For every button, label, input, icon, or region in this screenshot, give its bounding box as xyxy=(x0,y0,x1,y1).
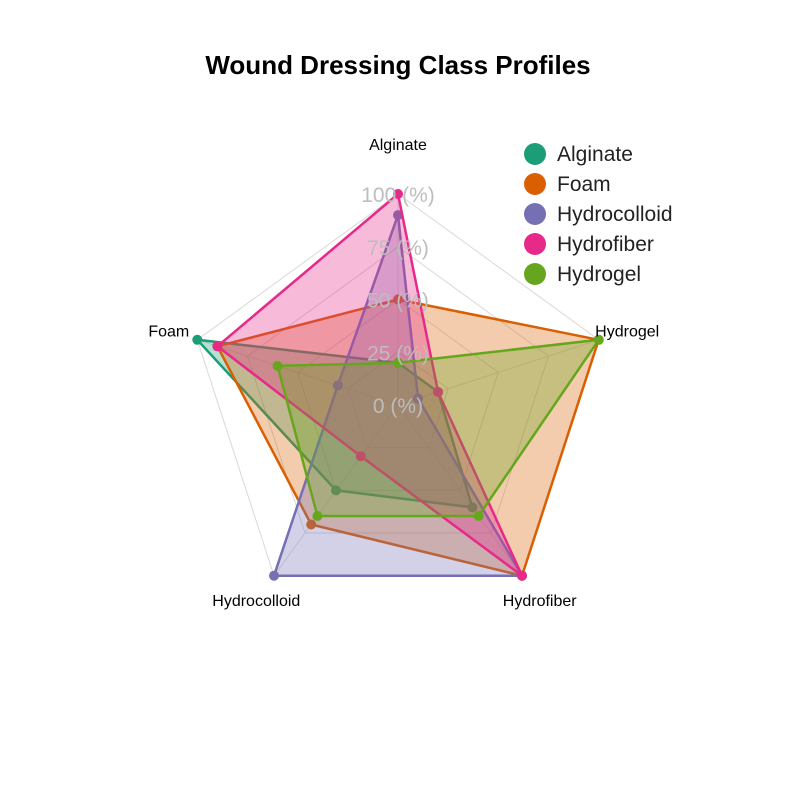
series-area-hydrocolloid xyxy=(272,213,524,577)
grid-label: 50 (%) xyxy=(367,290,429,313)
grid-spoke xyxy=(397,404,523,576)
legend-swatch-foam xyxy=(524,173,546,195)
data-point-alginate-hydrocolloid xyxy=(331,485,341,496)
data-point-hydrofiber-alginate xyxy=(393,189,403,199)
data-point-alginate-foam xyxy=(192,334,203,345)
data-point-hydrofiber-foam xyxy=(212,341,223,352)
legend-label-hydrofiber: Hydrofiber xyxy=(557,233,654,256)
data-point-hydrofiber-hydrocolloid xyxy=(355,451,366,462)
data-point-alginate-hydrofiber xyxy=(467,502,478,513)
grid-label: 75 (%) xyxy=(367,237,429,260)
data-point-foam-hydrocolloid xyxy=(306,519,317,530)
radar-axis-labels: Alginate Hydrogel Hydrofiber Hydrocolloid Fo… xyxy=(148,137,659,610)
axis-label-hydrogel: Hydrogel xyxy=(595,324,659,341)
axis-label-alginate: Alginate xyxy=(369,137,427,154)
data-point-foam-alginate xyxy=(393,294,403,305)
grid-spoke xyxy=(397,339,599,406)
grid-ring xyxy=(347,351,449,449)
series-area-hydrogel xyxy=(276,338,600,518)
radar-series xyxy=(192,189,604,581)
data-point-hydrogel-hydrocolloid xyxy=(312,511,323,521)
data-point-hydrocolloid-hydrocolloid xyxy=(269,570,279,581)
chart-title: Wound Dressing Class Profiles xyxy=(205,50,590,80)
legend-swatch-hydrocolloid xyxy=(524,203,546,225)
data-point-hydrogel-foam xyxy=(272,360,283,371)
grid-label: 25 (%) xyxy=(367,342,429,365)
legend-swatch-hydrofiber xyxy=(524,233,546,255)
axis-label-foam: Foam xyxy=(148,324,189,341)
legend-label-hydrogel: Hydrogel xyxy=(557,263,641,286)
grid-label: 100 (%) xyxy=(361,184,435,207)
legend-swatch-alginate xyxy=(524,143,546,165)
data-point-hydrofiber-hydrogel xyxy=(433,387,444,397)
data-point-hydrogel-hydrofiber xyxy=(473,511,484,521)
grid-spoke xyxy=(197,339,399,406)
data-point-hydrogel-alginate xyxy=(393,357,403,368)
data-point-hydrocolloid-foam xyxy=(332,380,343,391)
axis-label-hydrocolloid: Hydrocolloid xyxy=(212,593,300,610)
data-point-hydrofiber-hydrofiber xyxy=(517,570,527,581)
legend-label-foam: Foam xyxy=(557,173,611,196)
legend-label-alginate: Alginate xyxy=(557,143,633,166)
series-area-foam xyxy=(216,298,600,577)
radar-grid-labels: 0 (%) 25 (%) 50 (%) 75 (%) 100 (%) xyxy=(361,184,435,418)
axis-label-hydrofiber: Hydrofiber xyxy=(503,593,577,610)
legend-label-hydrocolloid: Hydrocolloid xyxy=(557,203,673,226)
grid-ring xyxy=(297,298,499,491)
grid-label: 0 (%) xyxy=(373,395,423,418)
chart-legend: Alginate Foam Hydrocolloid Hydrofiber Hydrog… xyxy=(524,143,673,286)
data-point-hydrogel-hydrogel xyxy=(593,334,604,345)
legend-swatch-hydrogel xyxy=(524,263,546,285)
data-point-hydrocolloid-hydrogel xyxy=(413,393,424,404)
grid-ring xyxy=(246,246,550,534)
